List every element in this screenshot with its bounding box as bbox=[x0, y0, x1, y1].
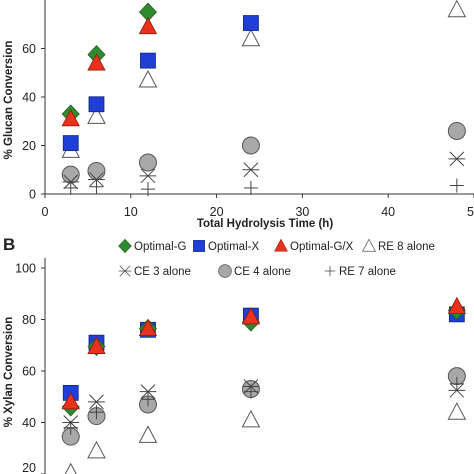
panel-a-point-ce-3-alone bbox=[139, 168, 157, 184]
panel-b-y-tick-label: 80 bbox=[22, 313, 36, 327]
legend-item-optimal-g: Optimal-G bbox=[118, 238, 186, 254]
panel-a-y-tick-label: 40 bbox=[22, 91, 36, 105]
panel-b-legend: Optimal-G Optimal-X Optimal-G/X RE 8 alone C… bbox=[118, 238, 435, 278]
panel-b-point-optimal-g-x bbox=[138, 318, 158, 336]
panel-b-y-axis-label: % Xylan Conversion bbox=[3, 317, 15, 428]
panel-b-point-re-8-alone bbox=[87, 440, 106, 459]
panel-b-point-optimal-g-x bbox=[241, 307, 261, 325]
panel-a-x-tick-label: 30 bbox=[295, 205, 309, 219]
panel-b-point-re-8-alone bbox=[447, 402, 467, 420]
panel-a-point-re-7-alone bbox=[140, 182, 155, 197]
legend-marker-re-8-alone bbox=[362, 238, 376, 252]
panel-a-point-optimal-x bbox=[88, 96, 105, 113]
legend-marker-re-7-alone bbox=[324, 265, 336, 277]
legend-label-optimal-g: Optimal-G bbox=[134, 241, 186, 253]
legend-label-re-7-alone: RE 7 alone bbox=[339, 266, 396, 278]
legend-item-ce-4-alone: CE 4 alone bbox=[218, 264, 291, 278]
panel-a-point-re-7-alone bbox=[449, 178, 464, 193]
panel-a-point-re-8-alone bbox=[241, 28, 261, 47]
panel-a-point-ce-4-alone bbox=[87, 161, 106, 180]
panel-a-y-tick-label: 60 bbox=[22, 42, 36, 56]
legend-marker-ce-3-alone bbox=[118, 265, 132, 277]
panel-a-y-tick-label: 20 bbox=[22, 139, 36, 153]
panel-b-point-ce-3-alone bbox=[242, 379, 260, 394]
legend-label-re-8-alone: RE 8 alone bbox=[378, 241, 435, 253]
panel-a-point-ce-3-alone bbox=[88, 172, 105, 187]
panel-a-point-re-8-alone bbox=[87, 106, 106, 124]
panel-a-point-ce-3-alone bbox=[242, 162, 260, 178]
panel-a-y-axis-label: % Glucan Conversion bbox=[3, 41, 15, 160]
legend-label-optimal-g-x: Optimal-G/X bbox=[290, 241, 354, 253]
panel-a-point-re-7-alone bbox=[89, 179, 104, 194]
panel-a-x-tick-label: 40 bbox=[381, 205, 395, 219]
panel-b-y-tick-label: 20 bbox=[22, 461, 36, 474]
panel-a-point-optimal-g-x bbox=[138, 16, 158, 35]
panel-b-point-optimal-g-x bbox=[61, 392, 80, 410]
panel-b-point-ce-3-alone bbox=[62, 415, 80, 430]
panel-b-point-ce-3-alone bbox=[139, 384, 157, 399]
legend-item-optimal-x: Optimal-X bbox=[193, 240, 259, 253]
panel-a-point-optimal-g-x bbox=[61, 108, 80, 127]
panel-a-point-optimal-x bbox=[140, 52, 156, 69]
panel-b-markers bbox=[61, 296, 467, 474]
panel-a-point-ce-4-alone bbox=[447, 121, 466, 140]
panel-a-point-ce-3-alone bbox=[448, 151, 466, 167]
panel-b-y-tick-label: 60 bbox=[22, 365, 36, 379]
legend-item-re-8-alone: RE 8 alone bbox=[362, 238, 435, 253]
panel-a-point-re-8-alone bbox=[447, 0, 467, 18]
panel-a-point-re-7-alone bbox=[63, 180, 78, 195]
panel-b-y-tick-label: 100 bbox=[15, 262, 36, 276]
panel-b-point-ce-3-alone bbox=[88, 394, 105, 410]
panel-a-x-ticks: 0 10 20 30 40 50 bbox=[42, 194, 474, 219]
panel-a-point-ce-4-alone bbox=[138, 153, 157, 172]
panel-b-point-optimal-g-x bbox=[87, 336, 106, 354]
panel-b-point-re-7-alone bbox=[140, 392, 155, 407]
panel-a-point-ce-4-alone bbox=[241, 136, 260, 155]
panel-a-x-axis-label: Total Hydrolysis Time (h) bbox=[197, 218, 333, 230]
panel-b-y-ticks: 20 40 60 80 100 bbox=[15, 262, 45, 474]
panel-b-point-re-8-alone bbox=[64, 462, 77, 474]
legend-item-optimal-g-x: Optimal-G/X bbox=[274, 238, 354, 253]
legend-marker-optimal-g bbox=[118, 238, 132, 254]
panel-a-point-re-7-alone bbox=[243, 180, 258, 195]
panel-a-y-ticks: 0 20 40 60 bbox=[22, 42, 45, 202]
panel-b-y-tick-label: 40 bbox=[22, 416, 36, 430]
panel-a-point-ce-3-alone bbox=[62, 174, 80, 190]
panel-b-point-optimal-g-x bbox=[447, 296, 467, 315]
panel-a-x-tick-label: 0 bbox=[42, 205, 49, 219]
legend-item-ce-3-alone: CE 3 alone bbox=[118, 265, 191, 278]
panel-b-letter: B bbox=[3, 235, 15, 254]
panel-a-x-tick-label: 20 bbox=[210, 205, 224, 219]
panel-a-x-tick-label: 50 bbox=[467, 205, 474, 219]
panel-b-point-re-8-alone bbox=[138, 425, 158, 443]
legend-marker-optimal-g-x bbox=[274, 238, 288, 252]
panel-a-markers bbox=[61, 0, 467, 197]
legend-label-ce-3-alone: CE 3 alone bbox=[134, 266, 191, 278]
legend-label-optimal-x: Optimal-X bbox=[208, 241, 259, 253]
legend-marker-ce-4-alone bbox=[218, 264, 232, 278]
panel-a-point-ce-4-alone bbox=[61, 165, 80, 184]
legend-marker-optimal-x bbox=[193, 240, 205, 252]
panel-a-y-tick-label: 0 bbox=[29, 188, 36, 202]
panel-b-point-re-7-alone bbox=[449, 376, 464, 391]
panel-a-point-re-8-alone bbox=[138, 69, 158, 88]
panel-b-point-ce-3-alone bbox=[448, 382, 466, 398]
panel-b-point-re-8-alone bbox=[241, 409, 261, 428]
panel-a-x-tick-label: 10 bbox=[124, 205, 138, 219]
legend-item-re-7-alone: RE 7 alone bbox=[324, 265, 396, 278]
legend-label-ce-4-alone: CE 4 alone bbox=[234, 266, 291, 278]
panel-b-point-re-7-alone bbox=[89, 405, 104, 420]
panel-b-xylan-chart: B Optimal-G Optimal-X Optimal-G/X RE 8 alon… bbox=[3, 235, 467, 474]
panel-a-point-optimal-g-x bbox=[87, 53, 106, 71]
panel-a-point-optimal-x bbox=[62, 135, 79, 151]
panel-a-point-optimal-x bbox=[243, 15, 259, 31]
